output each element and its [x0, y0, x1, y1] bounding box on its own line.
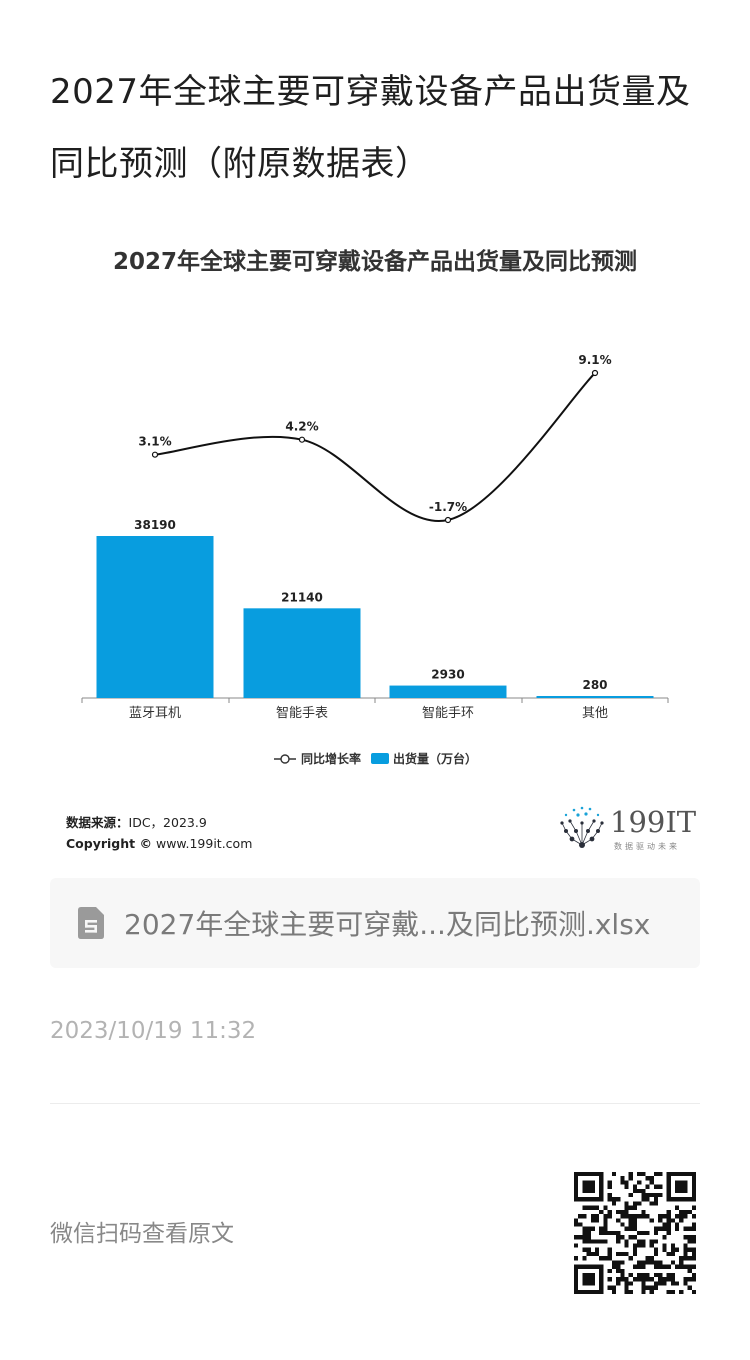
legend-label-growth: 同比增长率 [300, 752, 361, 766]
publish-timestamp: 2023/10/19 11:32 [50, 1018, 257, 1044]
file-name: 2027年全球主要可穿戴...及同比预测.xlsx [124, 908, 651, 941]
growth-point-2 [444, 516, 452, 524]
growth-value-label: -1.7% [429, 500, 467, 514]
source-note: 数据来源：IDC，2023.9 Copyright © www.199it.co… [66, 812, 252, 854]
bar-3 [536, 696, 654, 698]
file-icon [78, 907, 104, 939]
bar-1 [243, 608, 361, 698]
growth-value-label: 9.1% [578, 353, 611, 367]
brand-logo: 199IT 数据驱动未来 [558, 805, 698, 855]
bar-2 [389, 685, 507, 698]
legend-item-growth: 同比增长率 [273, 750, 361, 767]
legend-item-shipments: 出货量（万台） [371, 750, 477, 767]
source-value: IDC，2023.9 [128, 815, 207, 830]
chart-title: 2027年全球主要可穿戴设备产品出货量及同比预测 [112, 249, 637, 275]
page-title: 2027年全球主要可穿戴设备产品出货量及同比预测（附原数据表） [50, 72, 691, 184]
attachment-file-card[interactable]: 2027年全球主要可穿戴...及同比预测.xlsx [50, 878, 700, 968]
legend-bar-icon [371, 753, 389, 764]
logo-text: 199IT [610, 805, 697, 839]
logo-subtitle: 数据驱动未来 [614, 842, 680, 851]
legend-line-icon [273, 753, 296, 764]
chart-plot: 38190 21140 2930 280 蓝牙耳机 智能手表 智能手环 其他 3.1% 4.2% -… [81, 353, 669, 721]
chart-container: 2027年全球主要可穿戴设备产品出货量及同比预测 38190 21140 2930 2… [0, 220, 750, 780]
growth-value-label: 4.2% [285, 420, 318, 434]
x-tick-label: 智能手表 [276, 706, 328, 721]
source-label: 数据来源： [66, 815, 129, 830]
x-tick-label: 蓝牙耳机 [129, 706, 181, 721]
qr-code-icon[interactable] [574, 1172, 696, 1294]
growth-rate-line [154, 372, 596, 523]
scan-prompt-text: 微信扫码查看原文 [50, 1221, 234, 1247]
divider [50, 1103, 700, 1104]
copyright-label: Copyright © [66, 836, 152, 851]
bar-value-label: 2930 [431, 668, 464, 682]
bar-value-label: 280 [582, 678, 607, 692]
growth-point-3 [591, 369, 599, 377]
growth-value-label: 3.1% [138, 435, 171, 449]
bar-value-label: 21140 [281, 590, 323, 604]
chart-legend: 同比增长率 出货量（万台） [0, 750, 750, 767]
bar-0 [96, 536, 214, 698]
copyright-value: www.199it.com [155, 836, 253, 851]
growth-point-1 [298, 436, 306, 443]
x-tick-label: 其他 [582, 706, 608, 721]
x-tick-label: 智能手环 [422, 706, 474, 721]
bar-value-label: 38190 [134, 518, 176, 532]
legend-label-shipments: 出货量（万台） [393, 752, 478, 766]
growth-point-0 [151, 451, 159, 458]
logo-icon [560, 806, 604, 848]
